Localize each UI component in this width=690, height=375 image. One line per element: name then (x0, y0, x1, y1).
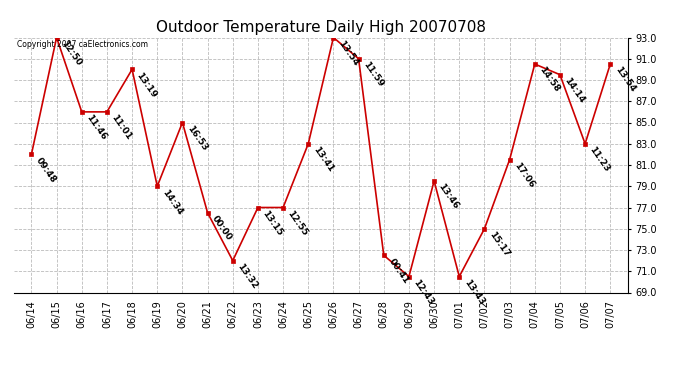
Text: 12:50: 12:50 (59, 39, 83, 68)
Text: 13:19: 13:19 (135, 71, 159, 99)
Text: 15:17: 15:17 (487, 230, 511, 259)
Text: 00:41: 00:41 (386, 257, 411, 285)
Text: 11:01: 11:01 (110, 113, 133, 142)
Text: 13:46: 13:46 (437, 182, 461, 211)
Text: 13:32: 13:32 (235, 262, 259, 291)
Text: 13:43: 13:43 (462, 278, 486, 307)
Text: 17:06: 17:06 (513, 161, 536, 190)
Text: 11:59: 11:59 (362, 60, 385, 89)
Text: 12:55: 12:55 (286, 209, 310, 237)
Text: 14:58: 14:58 (538, 66, 562, 94)
Text: Copyright 2007 caElectronics.com: Copyright 2007 caElectronics.com (17, 40, 148, 49)
Text: 14:14: 14:14 (563, 76, 586, 105)
Text: 12:43: 12:43 (412, 278, 435, 307)
Text: 11:23: 11:23 (588, 145, 611, 174)
Text: 11:46: 11:46 (85, 113, 108, 142)
Title: Outdoor Temperature Daily High 20070708: Outdoor Temperature Daily High 20070708 (156, 20, 486, 35)
Text: 13:54: 13:54 (336, 39, 360, 68)
Text: 09:48: 09:48 (34, 156, 58, 184)
Text: 13:41: 13:41 (311, 145, 335, 174)
Text: 16:53: 16:53 (185, 124, 209, 153)
Text: 13:15: 13:15 (261, 209, 284, 237)
Text: 13:54: 13:54 (613, 66, 637, 94)
Text: 14:34: 14:34 (160, 188, 184, 216)
Text: 00:00: 00:00 (210, 214, 234, 242)
